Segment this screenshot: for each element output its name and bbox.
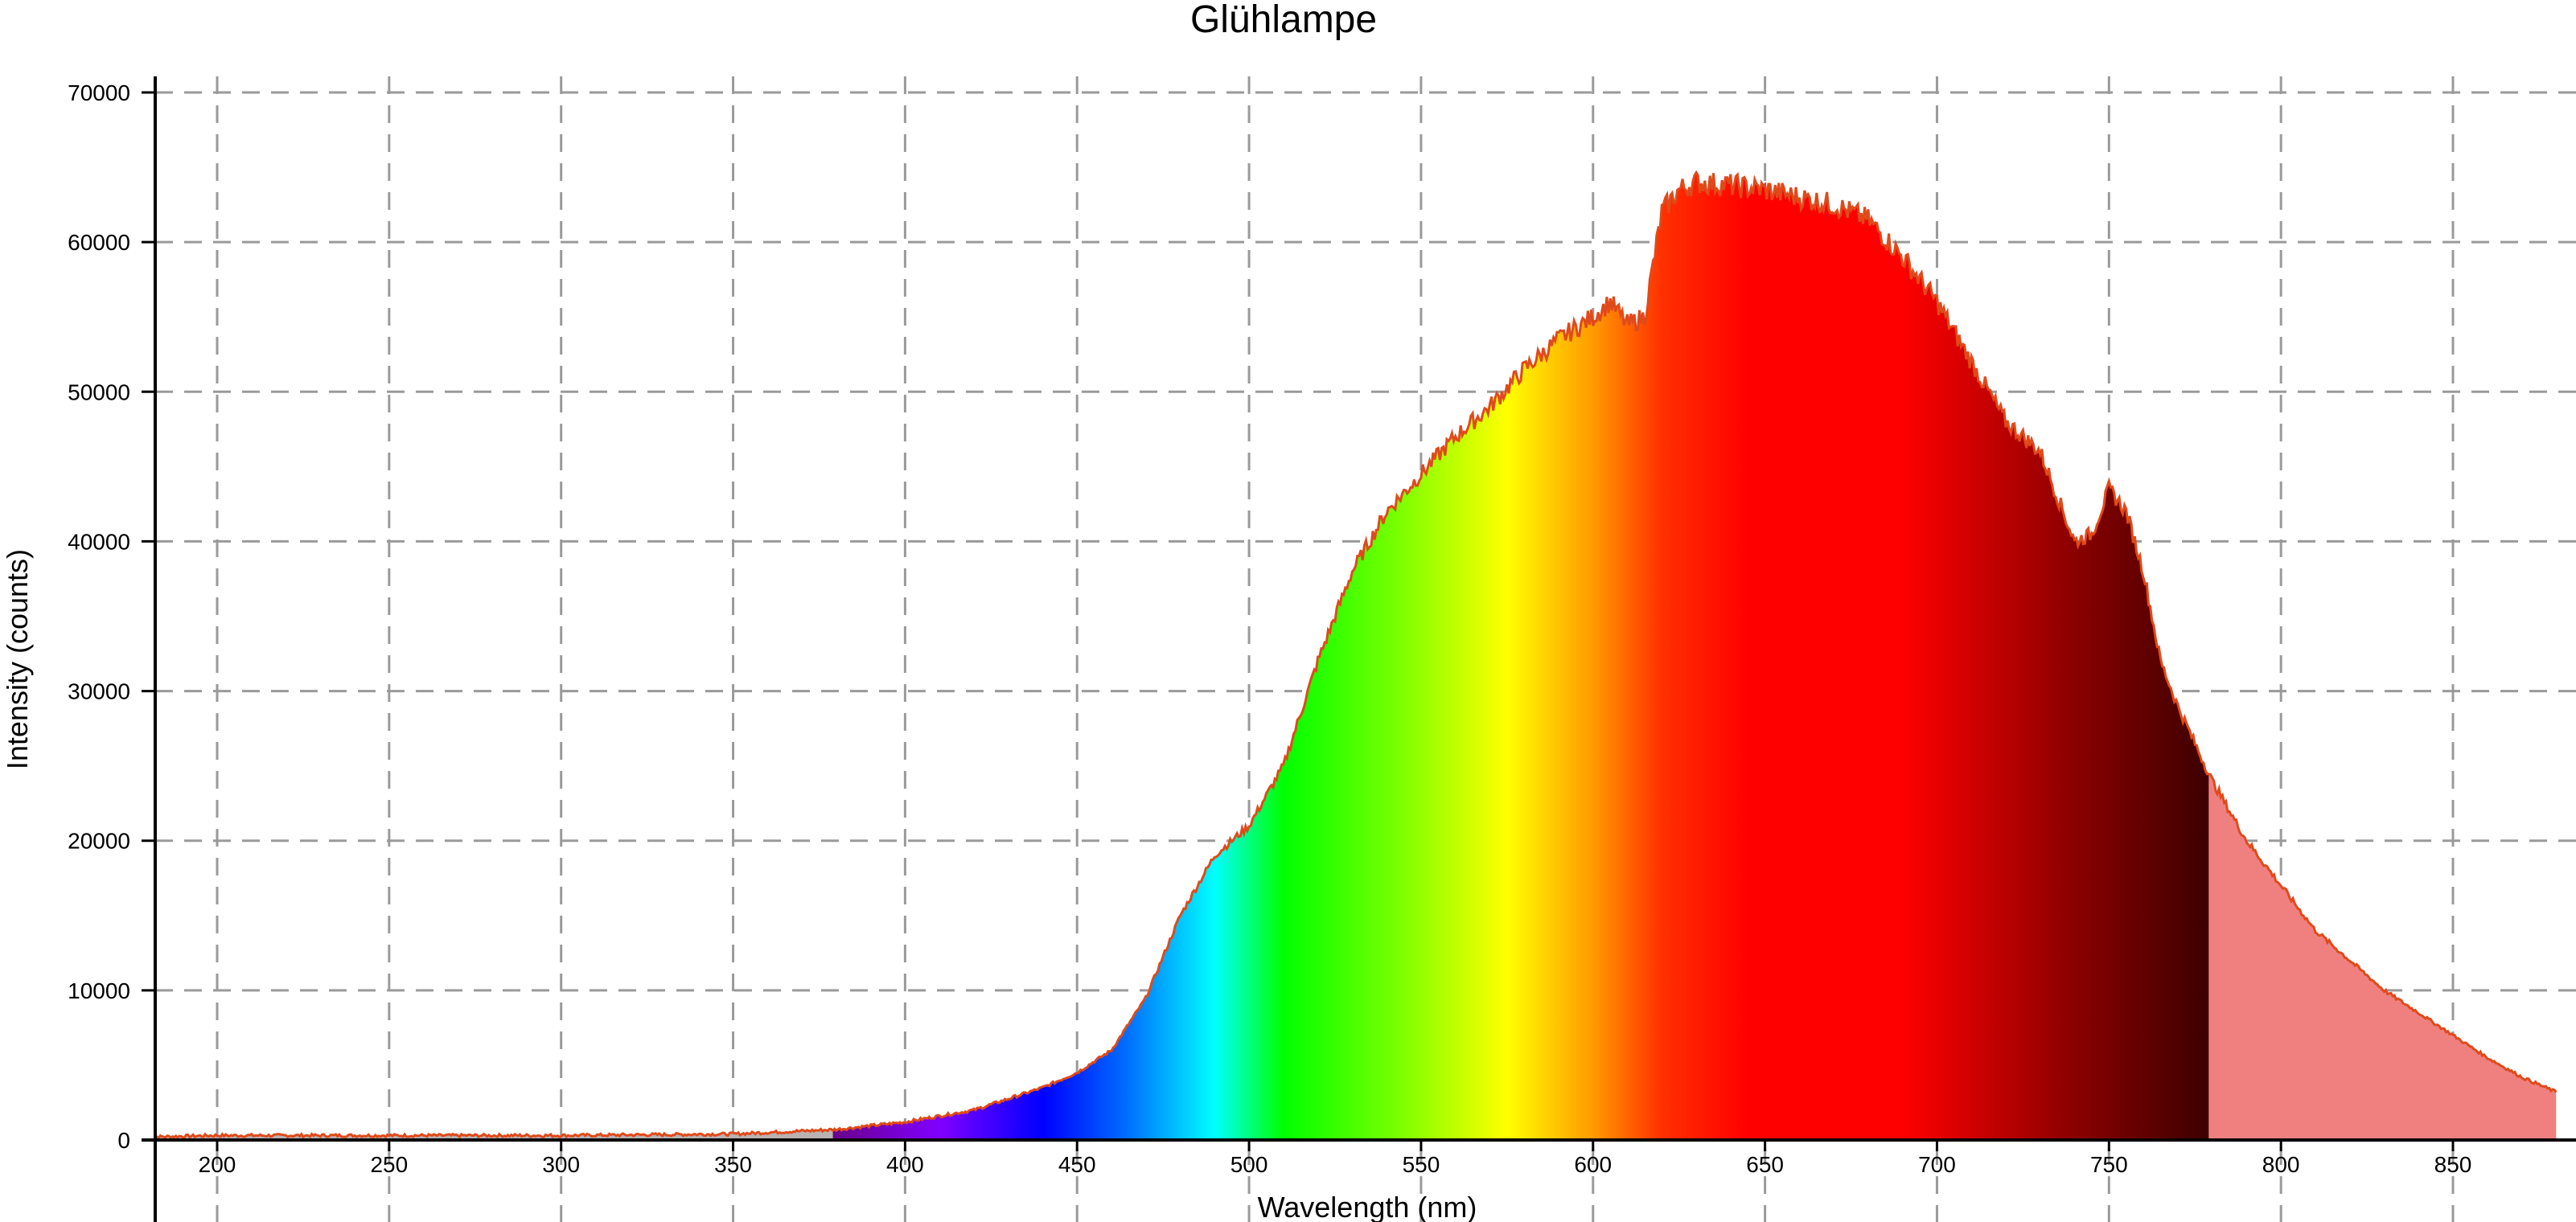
- x-tick-label-500: 500: [1230, 1152, 1268, 1177]
- plot-area: [155, 170, 2558, 1141]
- chart-title: Glühlampe: [1190, 0, 1377, 41]
- y-tick-label-70000: 70000: [68, 80, 130, 105]
- x-tick-label-350: 350: [714, 1152, 752, 1177]
- y-tick-label-20000: 20000: [68, 829, 130, 854]
- x-tick-label-700: 700: [1918, 1152, 1956, 1177]
- y-tick-label-0: 0: [117, 1128, 130, 1153]
- x-tick-label-400: 400: [886, 1152, 924, 1177]
- x-tick-label-450: 450: [1058, 1152, 1096, 1177]
- x-tick-label-550: 550: [1403, 1152, 1440, 1177]
- x-tick-label-850: 850: [2434, 1152, 2472, 1177]
- x-tick-label-200: 200: [199, 1152, 236, 1177]
- y-tick-label-30000: 30000: [68, 679, 130, 704]
- ir-region-area: [2208, 773, 2557, 1140]
- x-tick-label-750: 750: [2090, 1152, 2128, 1177]
- axes: [142, 76, 2576, 1222]
- y-axis-label: Intensity (counts): [1, 549, 34, 769]
- x-tick-label-650: 650: [1746, 1152, 1784, 1177]
- x-tick-label-800: 800: [2262, 1152, 2300, 1177]
- x-tick-label-250: 250: [370, 1152, 408, 1177]
- x-tick-label-300: 300: [542, 1152, 580, 1177]
- y-tick-label-40000: 40000: [68, 529, 130, 554]
- y-tick-label-60000: 60000: [68, 230, 130, 255]
- x-tick-label-600: 600: [1574, 1152, 1612, 1177]
- visible-spectrum-area: [832, 172, 2216, 1141]
- x-axis-label: Wavelength (nm): [1258, 1191, 1477, 1222]
- y-tick-label-10000: 10000: [68, 978, 130, 1003]
- tick-labels: 0 10000 20000 30000 40000 50000 60000 70000 200 2…: [68, 80, 2471, 1177]
- y-tick-label-50000: 50000: [68, 379, 130, 404]
- spectrum-series-line: [155, 170, 2558, 1140]
